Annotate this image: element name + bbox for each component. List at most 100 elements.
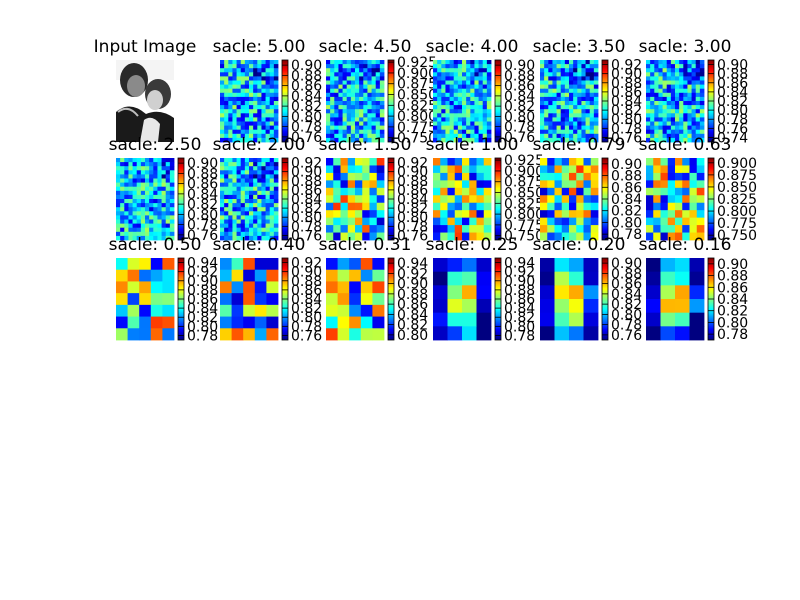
heatmap-cell: [560, 109, 566, 114]
heatmap-cell: [675, 225, 683, 233]
heatmap-cell: [552, 76, 557, 81]
heatmap-cell: [376, 195, 385, 204]
heatmap-cell: [232, 223, 237, 229]
heatmap-cell: [462, 133, 467, 139]
heatmap-cell: [371, 92, 377, 98]
heatmap-cell: [236, 137, 242, 143]
heatmap-cell: [486, 92, 492, 98]
heatmap-cell: [346, 92, 352, 98]
heatmap-cell: [330, 60, 335, 65]
heatmap-cell: [478, 64, 484, 69]
heatmap-cell: [161, 215, 167, 220]
heatmap-cell: [257, 190, 262, 196]
heatmap-cell: [666, 109, 672, 114]
heatmap-cell: [683, 129, 688, 135]
heatmap-cell: [675, 80, 680, 85]
heatmap-cell: [577, 121, 582, 126]
heatmap-cell: [269, 68, 275, 73]
heatmap-cell: [363, 137, 368, 143]
heatmap-cell: [540, 312, 555, 327]
heatmap-cell: [145, 223, 150, 229]
heatmap-cell: [266, 304, 279, 317]
heatmap-cell: [236, 84, 242, 90]
heatmap-cell: [482, 68, 488, 73]
heatmap-cell: [474, 121, 479, 126]
heatmap-cell: [548, 105, 553, 110]
heatmap-cell: [433, 64, 438, 69]
heatmap-cell: [540, 105, 545, 110]
heatmap-cell: [266, 316, 279, 329]
heatmap-cell: [240, 199, 246, 204]
heatmap-cell: [540, 101, 545, 106]
heatmap-cell: [646, 133, 651, 139]
heatmap-cell: [150, 258, 163, 271]
heatmap-cell: [330, 137, 335, 143]
heatmap-cell: [691, 129, 697, 135]
heatmap-cell: [157, 231, 162, 237]
heatmap-cell: [552, 72, 557, 77]
heatmap-cell: [590, 202, 599, 211]
heatmap-cell: [654, 88, 659, 94]
heatmap-cell: [330, 117, 335, 122]
heatmap-cell: [691, 92, 697, 98]
heatmap-cell: [244, 231, 250, 237]
heatmap-cell: [261, 137, 266, 143]
colorbar-tick-label: 0.86: [397, 183, 428, 199]
heatmap-cell: [544, 68, 549, 73]
colorbar-tick-label: 0.88: [611, 169, 642, 185]
heatmap-cell: [347, 180, 356, 189]
heatmap-cell: [220, 178, 225, 183]
heatmap-cell: [261, 113, 266, 118]
heatmap-cell: [338, 96, 343, 102]
heatmap-cell: [590, 187, 599, 196]
heatmap-cell: [269, 84, 275, 90]
heatmap-cell: [482, 88, 488, 94]
heatmap-image: [540, 158, 599, 241]
heatmap-cell: [466, 101, 471, 106]
heatmap-panel: sacle: 3.500.920.900.880.860.840.820.800…: [533, 37, 643, 146]
heatmap-cell: [447, 172, 456, 181]
heatmap-cell: [342, 125, 348, 131]
heatmap-cell: [447, 232, 456, 241]
heatmap-cell: [660, 165, 669, 174]
heatmap-cell: [682, 217, 690, 226]
heatmap-cell: [165, 207, 171, 212]
heatmap-cell: [269, 174, 275, 179]
heatmap-cell: [337, 304, 350, 317]
heatmap-cell: [337, 293, 350, 306]
heatmap-cell: [334, 64, 339, 69]
heatmap-cell: [691, 105, 697, 110]
heatmap-cell: [220, 133, 225, 139]
heatmap-cell: [236, 125, 242, 131]
heatmap-cell: [449, 121, 455, 126]
heatmap-cell: [355, 80, 360, 85]
heatmap-cell: [466, 80, 471, 85]
heatmap-cell: [445, 96, 450, 102]
heatmap-cell: [670, 80, 676, 85]
heatmap-cell: [149, 194, 154, 200]
heatmap-cell: [334, 68, 339, 73]
heatmap-cell: [334, 96, 339, 102]
colorbar-tick-label: 0.800: [397, 109, 437, 125]
heatmap-cell: [552, 84, 557, 90]
heatmap-cell: [441, 72, 446, 77]
heatmap-cell: [573, 137, 578, 143]
heatmap-cell: [140, 194, 146, 200]
heatmap-cell: [581, 84, 586, 90]
heatmap-cell: [687, 129, 692, 135]
heatmap-cell: [581, 121, 586, 126]
heatmap-cell: [441, 60, 446, 65]
colorbar-tick-label: 0.78: [611, 227, 642, 243]
heatmap-cell: [249, 105, 254, 110]
heatmap-cell: [654, 137, 659, 143]
heatmap-cell: [540, 271, 555, 286]
heatmap-cell: [653, 180, 661, 189]
colorbar-tick-label: 0.84: [504, 301, 535, 317]
heatmap-cell: [140, 158, 146, 163]
heatmap-cell: [232, 231, 237, 237]
colorbar-tick-label: 0.86: [291, 183, 322, 199]
heatmap-cell: [650, 92, 655, 98]
colorbar-tick-label: 0.80: [717, 315, 748, 331]
heatmap-cell: [670, 76, 676, 81]
heatmap-cell: [478, 72, 484, 77]
